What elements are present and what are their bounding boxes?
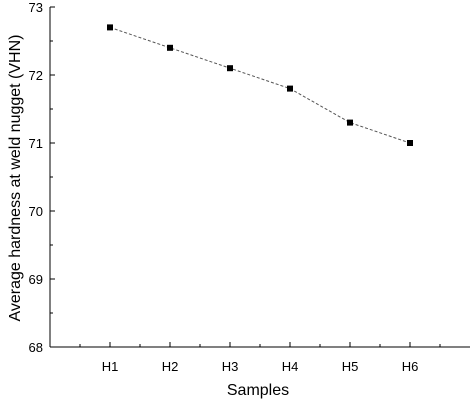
x-tick-label: H4 (282, 359, 299, 374)
x-tick-label: H3 (222, 359, 239, 374)
data-point-marker (347, 119, 353, 126)
y-axis-ticks: 68 69 70 71 72 73 (29, 0, 55, 355)
y-tick-label: 68 (29, 340, 43, 355)
data-series (107, 24, 413, 146)
x-axis-ticks: H1 H2 H3 H4 H5 H6 (79, 342, 441, 374)
data-point-marker (407, 140, 413, 146)
x-tick-label: H5 (342, 359, 359, 374)
x-axis-label: Samples (227, 382, 289, 399)
data-point-marker (227, 65, 233, 72)
x-tick-label: H6 (402, 359, 419, 374)
data-point-marker (167, 44, 173, 51)
series-line (109, 26, 411, 144)
axes-frame (49, 7, 470, 348)
x-tick-label: H2 (162, 359, 179, 374)
y-tick-label: 71 (29, 136, 43, 151)
y-tick-label: 72 (29, 68, 43, 83)
x-tick-label: H1 (102, 359, 119, 374)
data-point-marker (107, 24, 113, 31)
y-axis-label: Average hardness at weld nugget (VHN) (7, 35, 24, 322)
y-tick-label: 69 (29, 272, 43, 287)
data-point-marker (287, 85, 293, 92)
y-tick-label: 70 (29, 204, 43, 219)
y-tick-label: 73 (29, 0, 43, 15)
